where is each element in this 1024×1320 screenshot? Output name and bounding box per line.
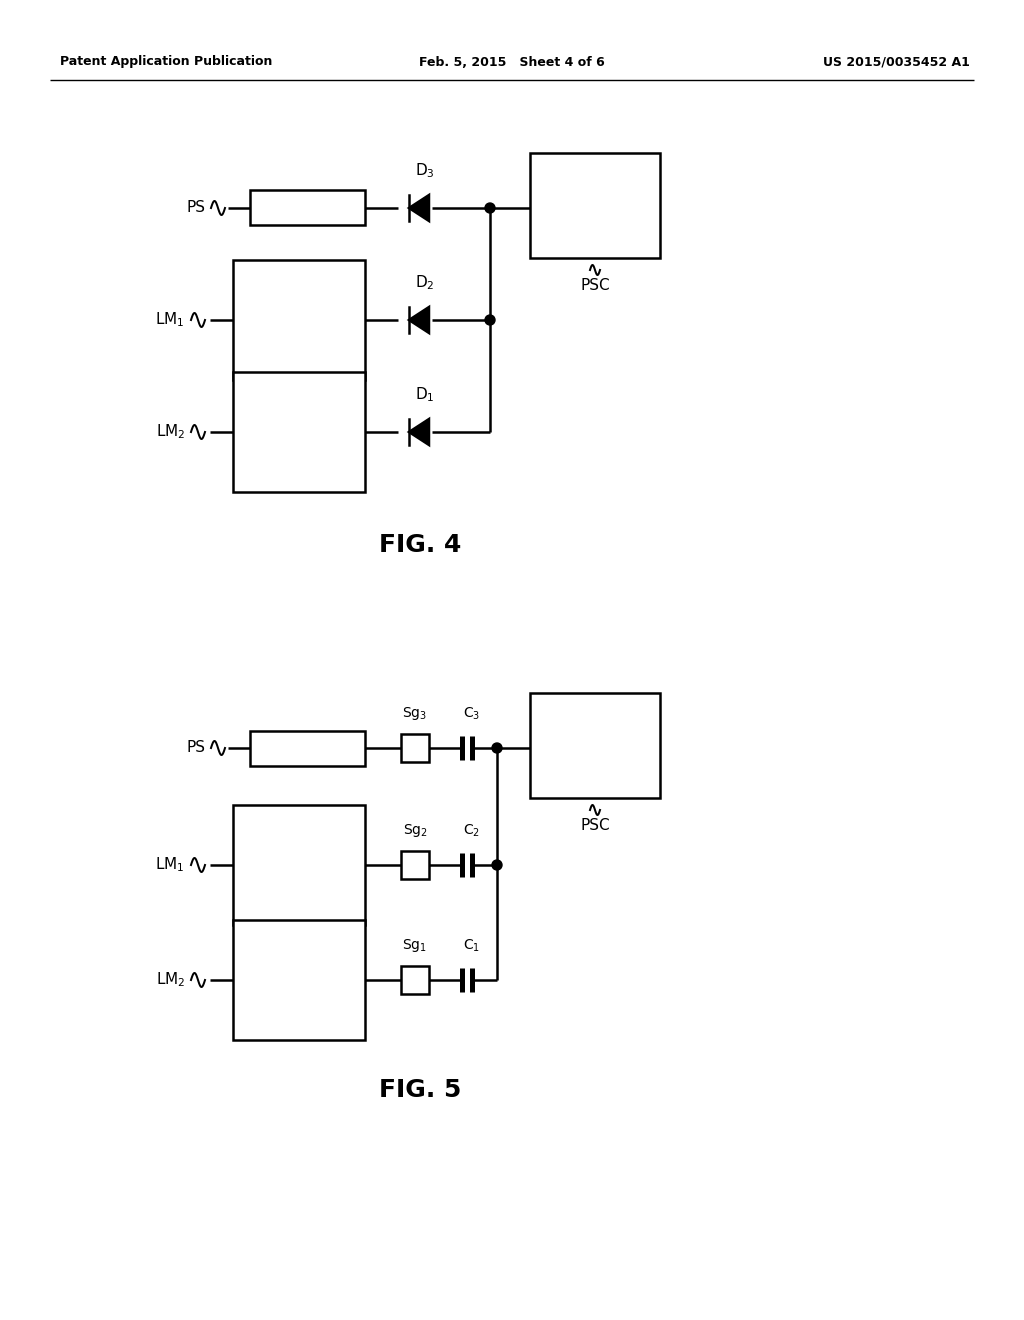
Text: LM$_1$: LM$_1$	[156, 855, 185, 874]
Bar	[530, 693, 660, 799]
Text: PSC: PSC	[581, 279, 610, 293]
Circle shape	[492, 861, 502, 870]
Polygon shape	[409, 195, 429, 220]
Bar	[250, 731, 365, 766]
Circle shape	[485, 203, 495, 213]
Text: D$_1$: D$_1$	[415, 385, 435, 404]
Bar	[233, 920, 365, 1040]
Bar	[233, 805, 365, 925]
Text: C$_2$: C$_2$	[464, 822, 480, 840]
Text: US 2015/0035452 A1: US 2015/0035452 A1	[823, 55, 970, 69]
Text: D$_3$: D$_3$	[415, 161, 435, 180]
Circle shape	[485, 315, 495, 325]
Text: PS: PS	[186, 201, 205, 215]
Text: PS: PS	[186, 741, 205, 755]
Text: LM$_1$: LM$_1$	[156, 310, 185, 330]
Text: Patent Application Publication: Patent Application Publication	[60, 55, 272, 69]
Text: Sg$_2$: Sg$_2$	[402, 822, 427, 840]
Text: C$_1$: C$_1$	[464, 937, 480, 954]
Bar	[401, 851, 429, 879]
Bar	[233, 260, 365, 380]
Text: FIG. 5: FIG. 5	[379, 1078, 461, 1102]
Polygon shape	[409, 418, 429, 445]
Text: FIG. 4: FIG. 4	[379, 533, 461, 557]
Bar	[401, 966, 429, 994]
Text: Sg$_1$: Sg$_1$	[402, 937, 427, 954]
Bar	[233, 372, 365, 492]
Text: PSC: PSC	[581, 818, 610, 833]
Bar	[530, 153, 660, 257]
Text: Feb. 5, 2015   Sheet 4 of 6: Feb. 5, 2015 Sheet 4 of 6	[419, 55, 605, 69]
Text: C$_3$: C$_3$	[464, 706, 480, 722]
Bar	[250, 190, 365, 224]
Bar	[401, 734, 429, 762]
Circle shape	[492, 743, 502, 752]
Text: Sg$_3$: Sg$_3$	[402, 705, 428, 722]
Polygon shape	[409, 308, 429, 333]
Text: D$_2$: D$_2$	[415, 273, 435, 292]
Text: LM$_2$: LM$_2$	[156, 422, 185, 441]
Text: LM$_2$: LM$_2$	[156, 970, 185, 990]
